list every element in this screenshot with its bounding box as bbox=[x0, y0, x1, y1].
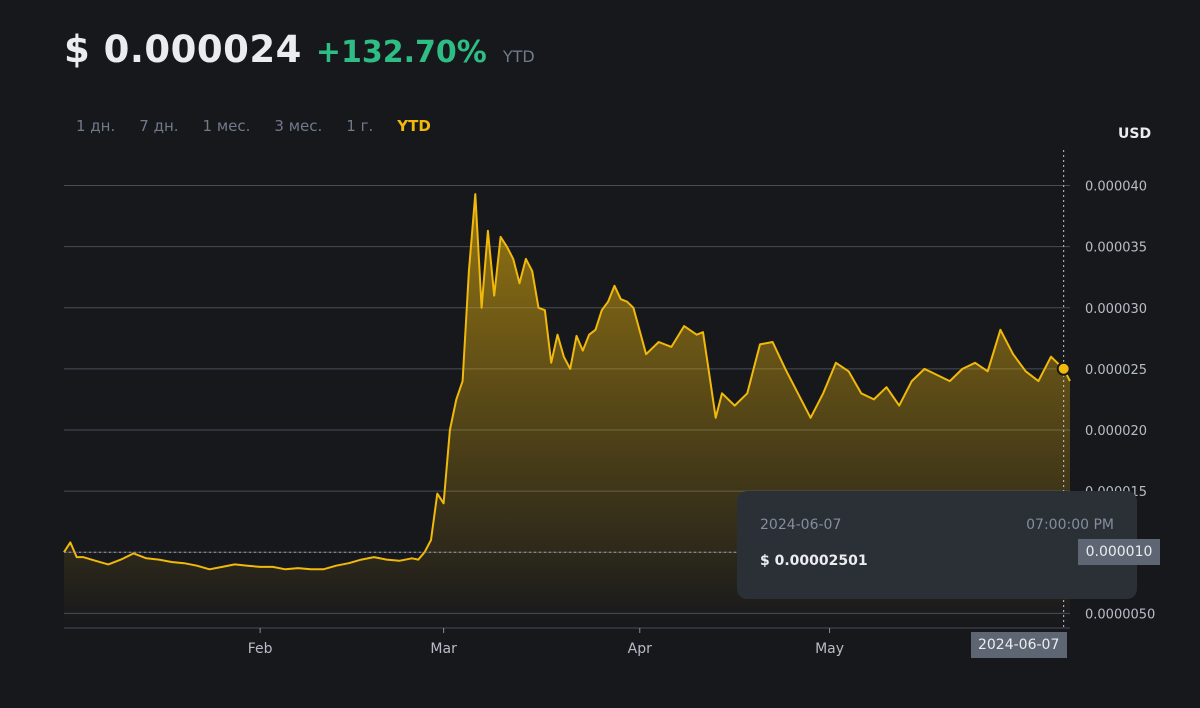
tab-7d[interactable]: 7 дн. bbox=[139, 117, 179, 135]
price-marker bbox=[1056, 361, 1071, 376]
price-tooltip: 2024-06-07 07:00:00 PM $ 0.00002501 bbox=[737, 491, 1137, 599]
tab-1m[interactable]: 1 мес. bbox=[202, 117, 251, 135]
y-tick-label: 0.000020 bbox=[1085, 424, 1147, 439]
x-tick-label: May bbox=[815, 641, 844, 657]
x-tick-label: Feb bbox=[248, 641, 273, 657]
price-header: $ 0.000024 +132.70% YTD bbox=[64, 28, 535, 78]
price-change: +132.70% bbox=[315, 35, 487, 70]
tooltip-price: $ 0.00002501 bbox=[760, 553, 868, 569]
crosshair-x-label: 2024-06-07 bbox=[970, 632, 1067, 658]
price-line bbox=[63, 193, 1071, 571]
x-tick-label: Mar bbox=[430, 641, 457, 657]
y-tick-label: 0.000025 bbox=[1085, 363, 1147, 378]
tab-1d[interactable]: 1 дн. bbox=[76, 117, 116, 135]
y-axis-unit: USD bbox=[1118, 126, 1152, 142]
x-tick-label: Apr bbox=[628, 641, 652, 657]
current-price: $ 0.000024 bbox=[64, 28, 302, 71]
change-period: YTD bbox=[502, 47, 535, 66]
y-tick-label: 0.000035 bbox=[1085, 241, 1147, 256]
tab-1y[interactable]: 1 г. bbox=[346, 117, 374, 135]
crosshair-y-label: 0.000010 bbox=[1078, 539, 1160, 566]
y-tick-label: 0.0000050 bbox=[1085, 607, 1155, 622]
y-tick-label: 0.000040 bbox=[1085, 180, 1147, 195]
tooltip-date: 2024-06-07 bbox=[760, 517, 842, 533]
time-range-tabs: 1 дн. 7 дн. 1 мес. 3 мес. 1 г. YTD bbox=[64, 117, 443, 135]
tab-ytd[interactable]: YTD bbox=[397, 117, 431, 135]
tab-3m[interactable]: 3 мес. bbox=[274, 117, 323, 135]
y-tick-label: 0.000030 bbox=[1085, 302, 1147, 317]
tooltip-time: 07:00:00 PM bbox=[1026, 517, 1114, 533]
